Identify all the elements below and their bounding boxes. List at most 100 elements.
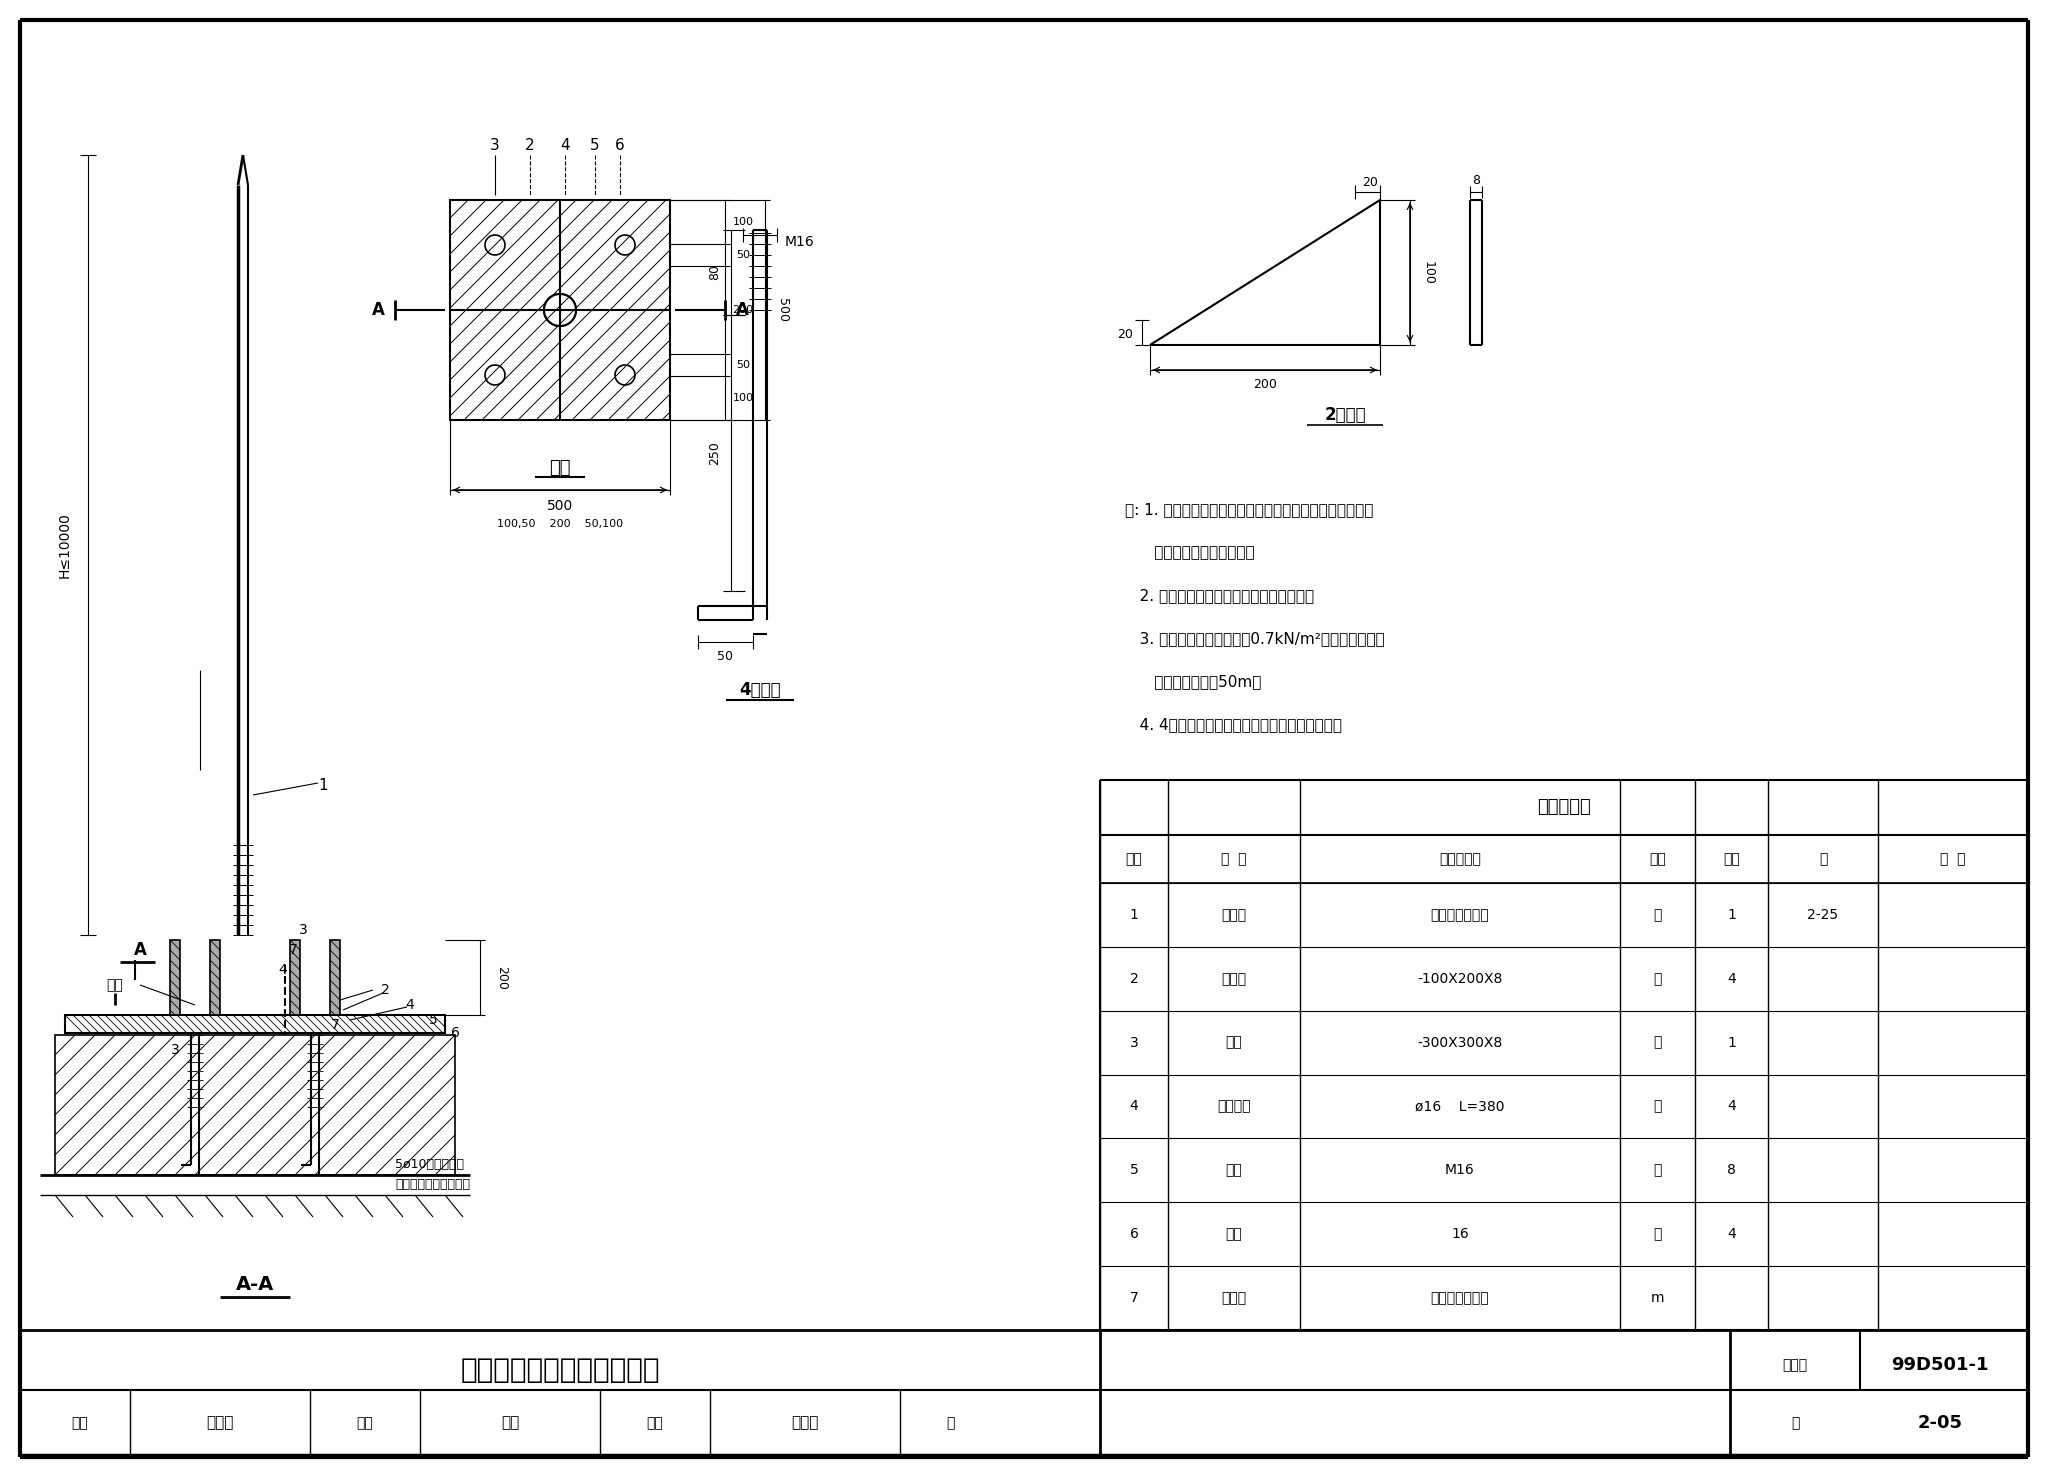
Text: 校对: 校对: [356, 1416, 373, 1430]
Text: 平面: 平面: [549, 459, 571, 477]
Text: 100,50    200    50,100: 100,50 200 50,100: [498, 518, 623, 529]
Circle shape: [614, 235, 635, 256]
Circle shape: [485, 235, 506, 256]
Text: 型号及规格: 型号及规格: [1440, 852, 1481, 866]
Text: 7: 7: [330, 1018, 340, 1032]
Bar: [330, 939, 340, 1015]
Text: 个: 个: [1653, 1099, 1661, 1114]
Text: M16: M16: [1446, 1164, 1475, 1177]
Text: 根: 根: [1653, 908, 1661, 922]
Text: 6: 6: [614, 137, 625, 152]
Text: 7: 7: [289, 942, 297, 957]
Text: 100: 100: [733, 217, 754, 227]
Text: 50: 50: [735, 360, 750, 371]
Text: 5: 5: [590, 137, 600, 152]
Text: 2: 2: [381, 984, 389, 997]
Text: 8: 8: [1473, 173, 1481, 186]
Text: 4: 4: [1130, 1099, 1139, 1114]
Text: 2号零件: 2号零件: [1325, 406, 1366, 424]
Text: 1: 1: [1726, 908, 1737, 922]
Text: 1: 1: [1726, 1035, 1737, 1050]
Text: 底脚螺栓: 底脚螺栓: [1217, 1099, 1251, 1114]
Text: 2-05: 2-05: [1917, 1413, 1962, 1433]
Text: m: m: [1651, 1291, 1665, 1306]
Bar: [211, 939, 219, 1015]
Text: 页: 页: [1819, 852, 1827, 866]
Text: 页: 页: [1790, 1416, 1800, 1430]
Text: 3: 3: [170, 1043, 180, 1058]
Text: 由工程设计决定: 由工程设计决定: [1432, 1291, 1489, 1306]
Text: 500: 500: [776, 298, 788, 322]
Text: 200: 200: [733, 304, 754, 315]
Text: 筑物高度不超过50m。: 筑物高度不超过50m。: [1124, 675, 1262, 690]
Text: 4. 4号零件与支座向土建提资料，由土建施工。: 4. 4号零件与支座向土建提资料，由土建施工。: [1124, 718, 1341, 733]
Text: 4: 4: [1726, 1099, 1737, 1114]
Text: 焊接: 焊接: [106, 978, 123, 993]
Text: 1: 1: [1130, 908, 1139, 922]
Text: 2. 支座应在墙或梁上，否则应进行校验。: 2. 支座应在墙或梁上，否则应进行校验。: [1124, 588, 1315, 604]
Text: 4: 4: [406, 998, 414, 1012]
Circle shape: [485, 365, 506, 385]
Bar: [55, 1035, 455, 1176]
Text: 20: 20: [1362, 176, 1378, 189]
Text: A: A: [133, 941, 147, 959]
Text: 20: 20: [1116, 328, 1133, 341]
Text: 6: 6: [1130, 1227, 1139, 1241]
Text: 5: 5: [1130, 1164, 1139, 1177]
Text: 支座与屋面板同时捣制。: 支座与屋面板同时捣制。: [1124, 545, 1255, 560]
Bar: [291, 939, 299, 1015]
Text: 6: 6: [451, 1027, 459, 1040]
Text: 100: 100: [1421, 260, 1434, 285]
Text: 3: 3: [299, 923, 307, 936]
Text: 200: 200: [1253, 378, 1278, 391]
Text: M16: M16: [784, 235, 815, 250]
Text: 引下线: 引下线: [1221, 1291, 1247, 1306]
Text: 4: 4: [1726, 972, 1737, 985]
Text: 注: 1. 底脚螺栓预埋在支座内，最少应有二个与钢筋焊接，: 注: 1. 底脚螺栓预埋在支座内，最少应有二个与钢筋焊接，: [1124, 502, 1374, 517]
Text: 备  注: 备 注: [1939, 852, 1966, 866]
Text: 螺母: 螺母: [1225, 1164, 1243, 1177]
Text: 设计: 设计: [647, 1416, 664, 1430]
Text: 4: 4: [279, 963, 287, 976]
Text: 200: 200: [496, 966, 508, 990]
Text: 编号: 编号: [1126, 852, 1143, 866]
Text: 垫圈: 垫圈: [1225, 1227, 1243, 1241]
Text: 8: 8: [1726, 1164, 1737, 1177]
Text: 2: 2: [1130, 972, 1139, 985]
Text: 名  称: 名 称: [1221, 852, 1247, 866]
Text: 3: 3: [1130, 1035, 1139, 1050]
Text: 审核: 审核: [72, 1416, 88, 1430]
Bar: [170, 939, 180, 1015]
Text: 2-25: 2-25: [1808, 908, 1839, 922]
Text: 3: 3: [489, 137, 500, 152]
Text: 3. 本图适用于基本风压为0.7kN/m²以下的地区，建: 3. 本图适用于基本风压为0.7kN/m²以下的地区，建: [1124, 632, 1384, 647]
Text: 避雷针: 避雷针: [1221, 908, 1247, 922]
Text: 页: 页: [946, 1416, 954, 1430]
Text: 4: 4: [561, 137, 569, 152]
Text: 100: 100: [733, 393, 754, 403]
Text: 5: 5: [428, 1013, 438, 1027]
Text: 个: 个: [1653, 1164, 1661, 1177]
Text: 5ø10双向钢筋网: 5ø10双向钢筋网: [395, 1158, 465, 1171]
Text: 底板: 底板: [1225, 1035, 1243, 1050]
Text: 鱼江: 鱼江: [502, 1415, 518, 1431]
Text: 加劲肋: 加劲肋: [1221, 972, 1247, 985]
Text: -100X200X8: -100X200X8: [1417, 972, 1503, 985]
Text: 4: 4: [1726, 1227, 1737, 1241]
Bar: [66, 1015, 444, 1032]
Text: 80: 80: [709, 264, 721, 281]
Text: 4号零件: 4号零件: [739, 681, 780, 699]
Circle shape: [614, 365, 635, 385]
Text: 250: 250: [709, 442, 721, 465]
Text: 由工程设计决定: 由工程设计决定: [1432, 908, 1489, 922]
Text: 99D501-1: 99D501-1: [1890, 1356, 1989, 1374]
Text: 避雷针在屋面上安装（一）: 避雷针在屋面上安装（一）: [461, 1356, 659, 1384]
Text: 500: 500: [547, 499, 573, 513]
Text: 块: 块: [1653, 1035, 1661, 1050]
Text: 数量: 数量: [1722, 852, 1741, 866]
Text: 50: 50: [735, 250, 750, 260]
Text: 7: 7: [1130, 1291, 1139, 1306]
Text: 汪北心: 汪北心: [791, 1415, 819, 1431]
Text: 图集号: 图集号: [1782, 1357, 1808, 1372]
Text: 个: 个: [1653, 1227, 1661, 1241]
